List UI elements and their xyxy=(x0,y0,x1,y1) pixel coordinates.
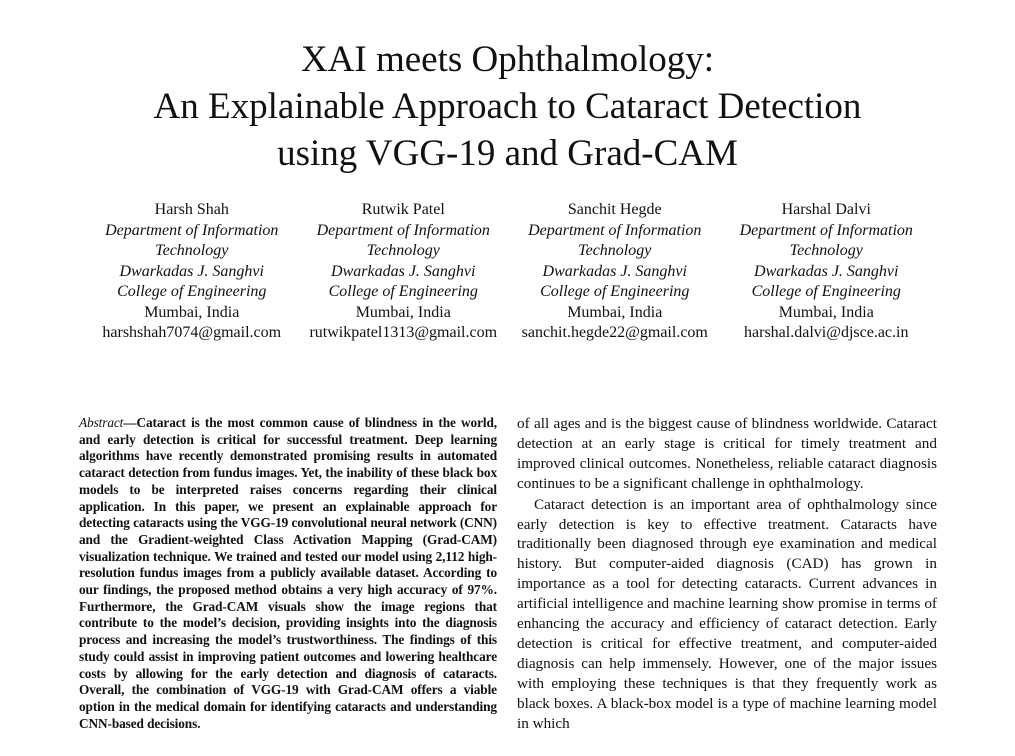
author-block: Harsh Shah Department of Information Tec… xyxy=(86,200,932,344)
author-department: Department of Information xyxy=(105,221,279,239)
author-college: Dwarkadas J. Sanghvi xyxy=(542,262,687,280)
author-college: Dwarkadas J. Sanghvi xyxy=(754,262,899,280)
author-college: College of Engineering xyxy=(117,283,267,300)
author-city: Mumbai, India xyxy=(567,303,663,321)
abstract-label: Abstract xyxy=(79,415,124,430)
author-department: Technology xyxy=(578,242,652,259)
author-college: College of Engineering xyxy=(751,283,901,300)
title-line-3: using VGG-19 and Grad-CAM xyxy=(277,133,738,174)
author-city: Mumbai, India xyxy=(144,303,240,321)
body-column: of all ages and is the biggest cause of … xyxy=(517,414,937,734)
author-city: Mumbai, India xyxy=(355,303,451,321)
author-department: Technology xyxy=(366,242,440,259)
author-college: College of Engineering xyxy=(540,283,690,300)
author-harsh-shah: Harsh Shah Department of Information Tec… xyxy=(86,200,298,344)
author-college: Dwarkadas J. Sanghvi xyxy=(331,262,476,280)
author-harshal-dalvi: Harshal Dalvi Department of Information … xyxy=(721,200,933,344)
author-sanchit-hegde: Sanchit Hegde Department of Information … xyxy=(509,200,721,344)
author-city: Mumbai, India xyxy=(778,303,874,321)
title-line-1: XAI meets Ophthalmology: xyxy=(300,39,715,80)
author-email: sanchit.hegde22@gmail.com xyxy=(521,324,708,341)
body-paragraph-1: of all ages and is the biggest cause of … xyxy=(517,415,937,492)
author-name: Harsh Shah xyxy=(154,201,229,218)
author-department: Department of Information xyxy=(739,221,913,239)
author-name: Harshal Dalvi xyxy=(781,201,871,218)
abstract-text: —Cataract is the most common cause of bl… xyxy=(79,415,497,731)
author-email: harshal.dalvi@djsce.ac.in xyxy=(744,324,909,341)
author-name: Rutwik Patel xyxy=(361,201,445,218)
author-email: harshshah7074@gmail.com xyxy=(102,324,282,341)
author-college: Dwarkadas J. Sanghvi xyxy=(119,262,264,280)
body-paragraph-2: Cataract detection is an important area … xyxy=(517,495,937,732)
author-rutwik-patel: Rutwik Patel Department of Information T… xyxy=(298,200,510,344)
author-email: rutwikpatel1313@gmail.com xyxy=(309,324,498,341)
author-department: Technology xyxy=(155,242,229,259)
author-department: Department of Information xyxy=(316,221,490,239)
author-department: Technology xyxy=(789,242,863,259)
paper-title: XAI meets Ophthalmology: An Explainable … xyxy=(0,36,1015,177)
title-line-2: An Explainable Approach to Cataract Dete… xyxy=(153,86,862,127)
abstract-column: Abstract—Cataract is the most common cau… xyxy=(79,415,497,732)
abstract-paragraph: Abstract—Cataract is the most common cau… xyxy=(79,415,497,732)
author-department: Department of Information xyxy=(528,221,702,239)
author-college: College of Engineering xyxy=(328,283,478,300)
author-name: Sanchit Hegde xyxy=(567,201,662,218)
